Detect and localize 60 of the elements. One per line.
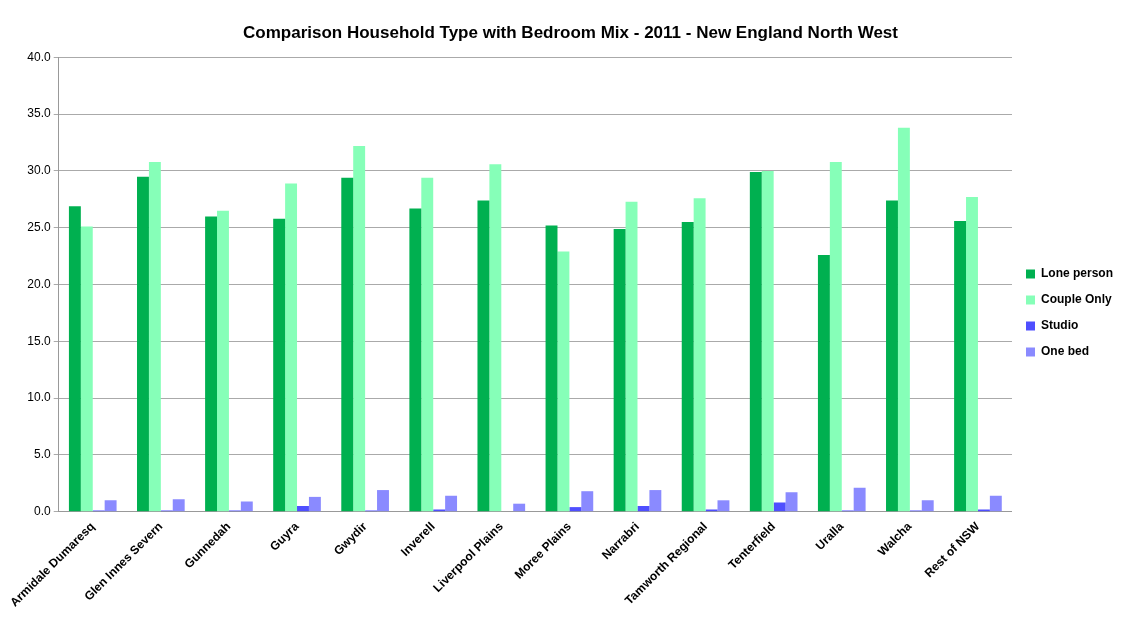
bar: [785, 492, 798, 512]
y-tick-label: 20.0: [27, 276, 52, 291]
bar: [513, 503, 526, 512]
bar: [581, 491, 594, 512]
bar: [421, 177, 434, 512]
bar: [285, 183, 298, 512]
bar: [240, 501, 253, 512]
bar: [545, 225, 558, 512]
legend-label: Lone person: [1040, 266, 1114, 281]
bar: [625, 201, 638, 512]
chart-title: Comparison Household Type with Bedroom Mix - 2011 - New England North West: [243, 22, 899, 42]
bar: [148, 161, 161, 512]
bar: [273, 218, 286, 512]
y-tick-label: 15.0: [27, 333, 52, 348]
bar: [445, 495, 458, 512]
bar: [353, 145, 366, 512]
y-tick-label: 25.0: [27, 220, 52, 235]
bar: [613, 228, 626, 512]
bar: [297, 505, 309, 512]
bar: [217, 210, 229, 512]
bar: [477, 200, 490, 512]
legend-label: Studio: [1040, 318, 1079, 333]
bar: [921, 500, 934, 512]
y-tick-label: 30.0: [27, 163, 52, 178]
legend-label: Couple Only: [1040, 292, 1112, 307]
bar: [409, 208, 422, 512]
bar: [773, 502, 786, 512]
y-tick-label: 40.0: [27, 49, 52, 64]
bar: [308, 496, 321, 512]
bar: [80, 226, 93, 512]
y-tick-label: 10.0: [27, 390, 52, 405]
bar: [817, 255, 830, 512]
bar: [68, 206, 81, 512]
bar: [172, 499, 185, 512]
bar: [761, 170, 774, 512]
bar: [829, 161, 842, 512]
bar: [637, 505, 650, 512]
bar: [989, 495, 1002, 512]
legend-label: One bed: [1040, 344, 1090, 359]
bar: [569, 507, 582, 512]
bar: [377, 490, 389, 512]
bar: [954, 220, 967, 512]
y-tick-label: 5.0: [34, 447, 52, 462]
bar: [717, 500, 730, 512]
bar: [341, 177, 354, 512]
bar: [966, 197, 978, 512]
y-tick-label: 0.0: [34, 503, 52, 518]
bar: [886, 200, 898, 512]
bar: [489, 164, 502, 512]
bar: [749, 172, 762, 512]
bar: [137, 176, 149, 512]
y-tick-label: 35.0: [27, 106, 52, 121]
bar: [104, 500, 117, 512]
bar: [853, 487, 866, 512]
bar: [693, 198, 706, 512]
bar: [205, 216, 218, 512]
bar: [681, 222, 694, 512]
bar: [557, 251, 570, 512]
bar: [649, 490, 662, 512]
bar: [897, 127, 910, 512]
